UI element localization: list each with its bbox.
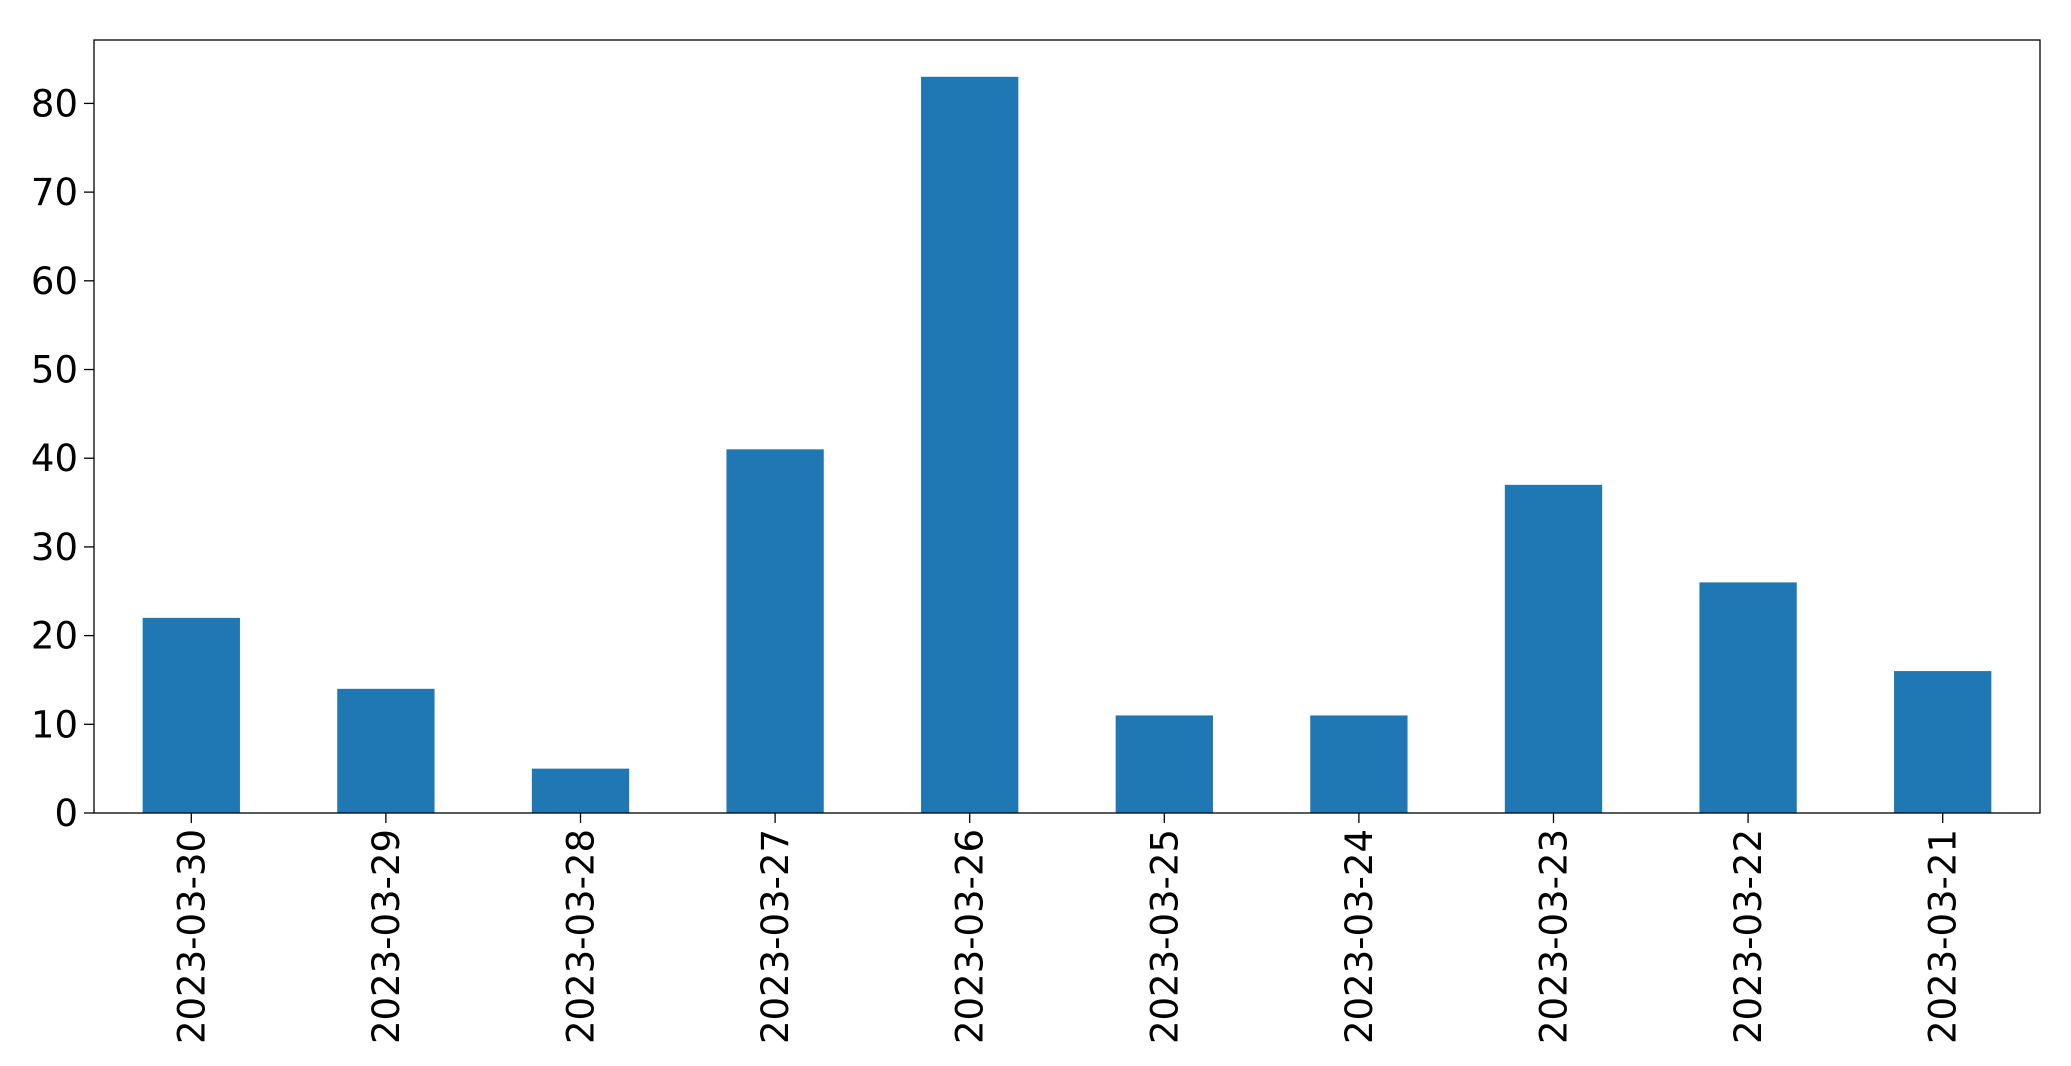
bar-2023-03-26 (921, 76, 1019, 814)
bar-2023-03-21 (1894, 671, 1992, 813)
x-tick-label: 2023-03-26 (949, 829, 992, 1044)
x-tick-label: 2023-03-28 (560, 829, 603, 1044)
y-axis: 0 10 20 30 40 50 60 70 80 (31, 82, 94, 835)
y-tick-label: 50 (31, 349, 78, 392)
x-axis: 2023-03-30 2023-03-29 2023-03-28 2023-03-27… (170, 813, 1965, 1044)
bar-2023-03-28 (531, 768, 630, 813)
y-tick-label: 40 (31, 437, 78, 480)
y-tick-label: 30 (31, 526, 78, 569)
y-tick-label: 80 (31, 82, 78, 125)
bar-2023-03-30 (142, 617, 240, 813)
bar-2023-03-29 (337, 688, 435, 813)
y-tick-label: 60 (31, 260, 78, 303)
y-tick-label: 20 (31, 615, 78, 658)
y-tick-label: 0 (54, 792, 78, 835)
y-tick-label: 70 (31, 171, 78, 214)
plot-frame (93, 39, 2041, 814)
x-tick-label: 2023-03-25 (1143, 829, 1186, 1044)
bar-2023-03-25 (1115, 715, 1213, 813)
bar-2023-03-27 (726, 449, 824, 813)
x-tick-label: 2023-03-24 (1338, 829, 1381, 1044)
y-tick-label: 10 (31, 703, 78, 746)
x-tick-label: 2023-03-23 (1533, 829, 1576, 1044)
bar-2023-03-23 (1504, 484, 1603, 813)
bars (142, 76, 1992, 814)
x-tick-label: 2023-03-29 (365, 829, 408, 1044)
bar-2023-03-22 (1699, 582, 1797, 813)
bar-2023-03-24 (1310, 715, 1408, 813)
x-tick-label: 2023-03-30 (170, 829, 213, 1044)
x-tick-label: 2023-03-22 (1727, 829, 1770, 1044)
x-tick-label: 2023-03-21 (1922, 829, 1965, 1044)
x-tick-label: 2023-03-27 (754, 829, 797, 1044)
